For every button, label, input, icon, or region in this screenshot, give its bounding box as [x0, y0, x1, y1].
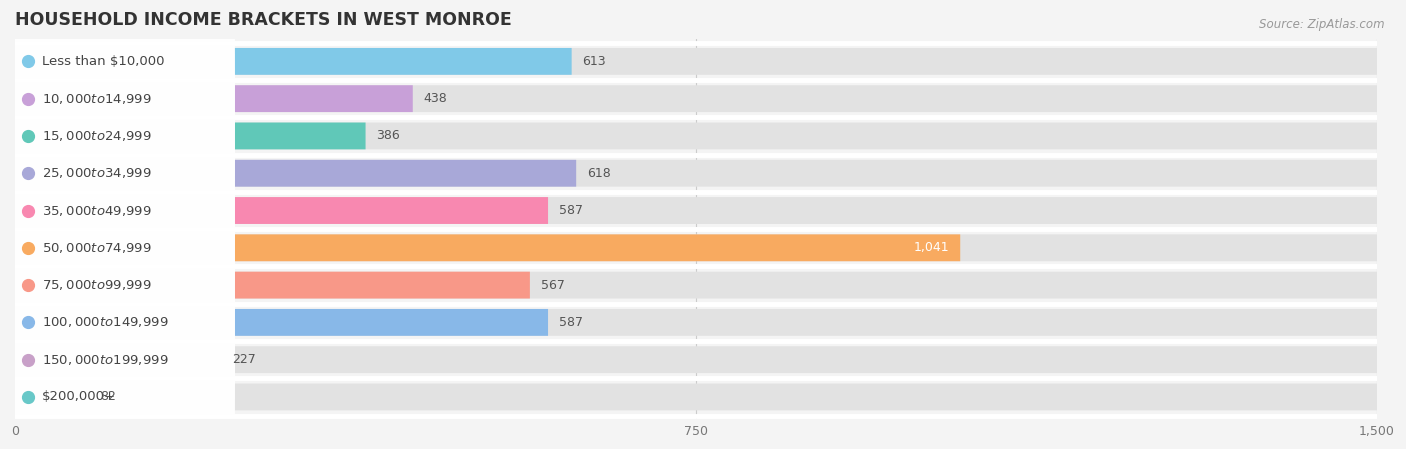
Text: Less than $10,000: Less than $10,000	[42, 55, 165, 68]
FancyBboxPatch shape	[15, 346, 1376, 373]
FancyBboxPatch shape	[13, 0, 235, 148]
Text: Source: ZipAtlas.com: Source: ZipAtlas.com	[1260, 18, 1385, 31]
Text: 613: 613	[582, 55, 606, 68]
Text: $10,000 to $14,999: $10,000 to $14,999	[42, 92, 152, 106]
Text: 386: 386	[377, 129, 401, 142]
Text: $150,000 to $199,999: $150,000 to $199,999	[42, 352, 169, 367]
FancyBboxPatch shape	[13, 199, 235, 371]
Text: $200,000+: $200,000+	[42, 391, 117, 404]
FancyBboxPatch shape	[15, 383, 1376, 410]
FancyBboxPatch shape	[13, 311, 235, 449]
FancyBboxPatch shape	[13, 124, 235, 297]
FancyBboxPatch shape	[15, 346, 221, 373]
FancyBboxPatch shape	[15, 309, 1376, 336]
FancyBboxPatch shape	[13, 273, 235, 446]
FancyBboxPatch shape	[13, 50, 235, 222]
FancyBboxPatch shape	[15, 197, 1376, 224]
Text: 438: 438	[423, 92, 447, 105]
FancyBboxPatch shape	[13, 236, 235, 409]
FancyBboxPatch shape	[15, 123, 1376, 150]
FancyBboxPatch shape	[15, 160, 1376, 187]
FancyBboxPatch shape	[15, 272, 1376, 299]
Text: HOUSEHOLD INCOME BRACKETS IN WEST MONROE: HOUSEHOLD INCOME BRACKETS IN WEST MONROE	[15, 11, 512, 29]
Text: $100,000 to $149,999: $100,000 to $149,999	[42, 315, 169, 330]
Text: 227: 227	[232, 353, 256, 366]
Text: 587: 587	[560, 204, 583, 217]
Text: $35,000 to $49,999: $35,000 to $49,999	[42, 203, 152, 217]
FancyBboxPatch shape	[13, 162, 235, 334]
FancyBboxPatch shape	[15, 160, 576, 187]
FancyBboxPatch shape	[13, 13, 235, 185]
FancyBboxPatch shape	[15, 48, 1376, 75]
FancyBboxPatch shape	[15, 123, 366, 150]
Text: 618: 618	[588, 167, 610, 180]
FancyBboxPatch shape	[15, 197, 548, 224]
Text: 567: 567	[541, 278, 565, 291]
FancyBboxPatch shape	[15, 85, 1376, 112]
Text: 587: 587	[560, 316, 583, 329]
Text: 1,041: 1,041	[914, 241, 949, 254]
FancyBboxPatch shape	[15, 85, 413, 112]
FancyBboxPatch shape	[15, 234, 960, 261]
FancyBboxPatch shape	[13, 87, 235, 260]
Text: 82: 82	[100, 391, 117, 404]
Text: $75,000 to $99,999: $75,000 to $99,999	[42, 278, 152, 292]
FancyBboxPatch shape	[15, 309, 548, 336]
FancyBboxPatch shape	[15, 48, 572, 75]
Text: $15,000 to $24,999: $15,000 to $24,999	[42, 129, 152, 143]
FancyBboxPatch shape	[15, 234, 1376, 261]
FancyBboxPatch shape	[15, 383, 90, 410]
FancyBboxPatch shape	[15, 272, 530, 299]
Text: $50,000 to $74,999: $50,000 to $74,999	[42, 241, 152, 255]
Text: $25,000 to $34,999: $25,000 to $34,999	[42, 166, 152, 180]
